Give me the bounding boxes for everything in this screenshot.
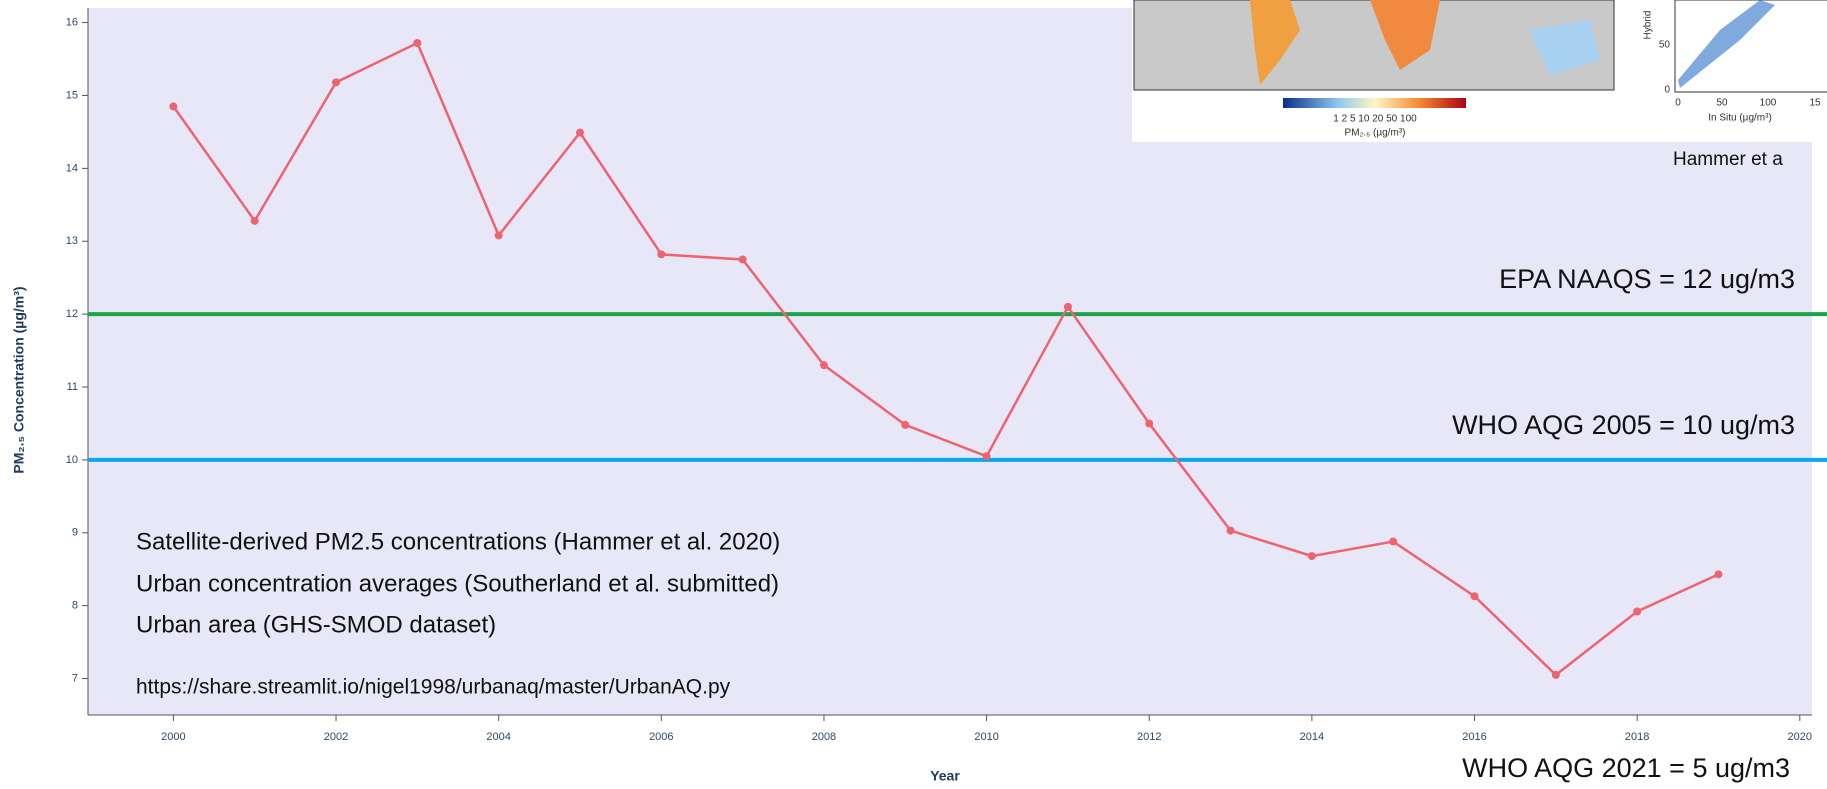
- data-point: [901, 420, 910, 429]
- x-tick-label: 2020: [1788, 731, 1812, 743]
- y-tick-label: 15: [66, 89, 78, 101]
- data-point: [1551, 670, 1560, 679]
- data-point: [1226, 526, 1235, 535]
- x-tick-label: 2016: [1462, 731, 1486, 743]
- data-point: [738, 255, 747, 264]
- inset-text: 15: [1809, 98, 1821, 109]
- y-tick-label: 12: [66, 308, 78, 320]
- annotation: Satellite-derived PM2.5 concentrations (…: [136, 528, 780, 555]
- annotation: Urban area (GHS-SMOD dataset): [136, 611, 496, 638]
- data-point: [494, 231, 503, 240]
- data-point: [575, 128, 584, 137]
- inset-text: 50: [1659, 40, 1671, 51]
- y-tick-label: 11: [67, 381, 78, 393]
- y-tick-label: 8: [72, 600, 78, 612]
- x-tick-label: 2012: [1137, 731, 1161, 743]
- data-point: [1063, 302, 1072, 311]
- data-point: [1633, 607, 1642, 616]
- x-tick-label: 2002: [324, 731, 348, 743]
- data-point: [1145, 419, 1154, 428]
- data-point: [332, 78, 341, 87]
- inset-text: 50: [1716, 98, 1728, 109]
- inset-colorbar: [1283, 98, 1466, 108]
- x-axis-label: Year: [930, 768, 960, 784]
- x-tick-label: 2004: [486, 731, 510, 743]
- reference-label: WHO AQG 2005 = 10 ug/m3: [1452, 410, 1795, 440]
- inset-map: [1133, 0, 1615, 91]
- data-point: [1389, 537, 1398, 546]
- inset-text: 0: [1664, 85, 1670, 96]
- inset-text: PM₂.₅ (µg/m³): [1345, 128, 1406, 139]
- data-point: [1714, 570, 1723, 579]
- data-point: [657, 250, 666, 259]
- data-point: [413, 38, 422, 47]
- data-point: [1470, 592, 1479, 601]
- data-point: [819, 361, 828, 370]
- annotation: Urban concentration averages (Southerlan…: [136, 570, 779, 597]
- data-line: [172, 41, 1719, 677]
- inset-caption: Hammer et a: [1673, 149, 1783, 170]
- inset-text: In Situ (µg/m³): [1708, 113, 1772, 124]
- annotation: https://share.streamlit.io/nigel1998/urb…: [136, 676, 731, 699]
- x-tick-label: 2000: [161, 731, 185, 743]
- inset-text: 1 2 5 10 20 50 100: [1333, 114, 1417, 125]
- inset-text: 0: [1675, 98, 1681, 109]
- data-point: [982, 452, 991, 461]
- reference-label: EPA NAAQS = 12 ug/m3: [1499, 264, 1795, 294]
- data-point: [250, 216, 259, 225]
- data-point: [1307, 552, 1316, 561]
- inset-text: 100: [1760, 98, 1777, 109]
- y-tick-label: 13: [66, 235, 78, 247]
- inset-map-land: [1250, 0, 1300, 85]
- annotation: WHO AQG 2021 = 5 ug/m3: [1462, 753, 1790, 783]
- y-tick-label: 10: [66, 454, 78, 466]
- x-tick-label: 2008: [812, 731, 836, 743]
- x-tick-label: 2010: [974, 731, 998, 743]
- x-tick-label: 2014: [1300, 731, 1324, 743]
- x-tick-label: 2018: [1625, 731, 1649, 743]
- inset-scatter-points: [1678, 0, 1775, 88]
- inset: 1 2 5 10 20 50 100 PM₂.₅ (µg/m³) Hybrid …: [1132, 0, 1827, 170]
- y-axis-label: PM₂.₅ Concentration (µg/m³): [11, 286, 27, 473]
- x-tick-label: 2006: [649, 731, 673, 743]
- y-tick-label: 9: [72, 527, 78, 539]
- inset-map-land: [1530, 20, 1600, 75]
- y-tick-label: 16: [66, 16, 78, 28]
- y-tick-label: 7: [72, 672, 78, 684]
- y-tick-label: 14: [66, 162, 78, 174]
- data-point: [169, 102, 178, 111]
- inset-text: Hybrid: [1643, 11, 1654, 40]
- inset-map-land: [1370, 0, 1440, 70]
- inset-scatter-frame: [1674, 0, 1827, 93]
